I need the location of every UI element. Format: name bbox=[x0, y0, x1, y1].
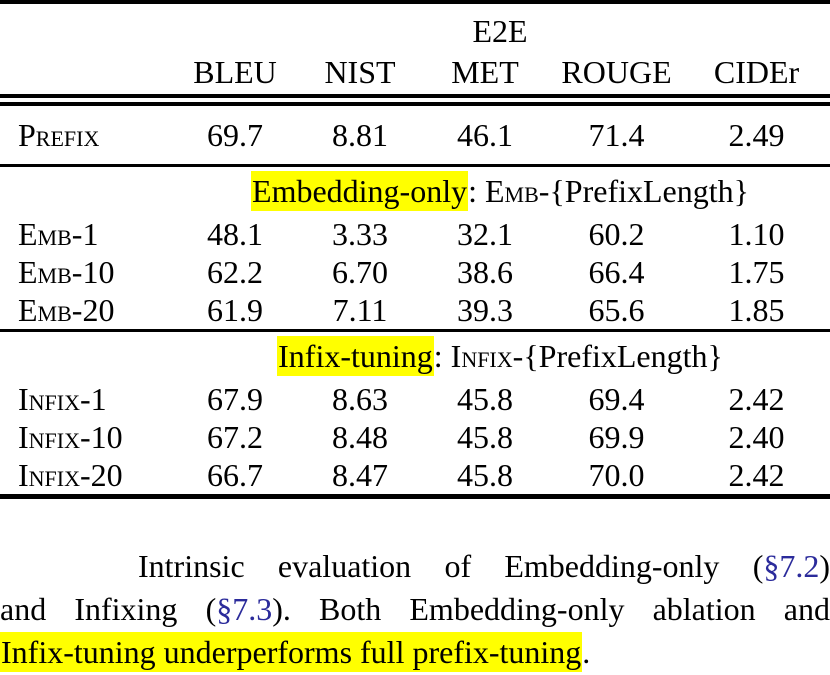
table-row-emb-20: Emb-20 61.9 7.11 39.3 65.6 1.85 bbox=[0, 291, 830, 332]
dataset-group-header: E2E bbox=[472, 13, 528, 49]
column-header-met: MET bbox=[420, 50, 550, 106]
section-title-embedding-only: Embedding-only: Emb-{PrefixLength} bbox=[170, 166, 830, 216]
table-row-column-headers: BLEU NIST MET ROUGE CIDEr bbox=[0, 50, 830, 106]
column-header-rouge: ROUGE bbox=[550, 50, 683, 106]
empty-cell bbox=[0, 331, 170, 381]
caption-line-3: Infix-tuning underperforms full prefix-t… bbox=[0, 631, 830, 674]
table-row-infix-10: Infix-10 67.2 8.48 45.8 69.9 2.40 bbox=[0, 418, 830, 456]
metric-value: 48.1 bbox=[207, 215, 263, 252]
metric-value: 71.4 bbox=[550, 100, 683, 167]
metric-value: 39.3 bbox=[420, 291, 550, 332]
metric-value: 62.2 bbox=[207, 253, 263, 290]
caption-text: . bbox=[582, 634, 591, 670]
metric-value: 2.49 bbox=[683, 100, 830, 167]
row-label: Infix-10 bbox=[18, 418, 123, 455]
metric-value: 2.40 bbox=[728, 418, 785, 455]
table-row-section-embedding-only: Embedding-only: Emb-{PrefixLength} bbox=[0, 166, 830, 216]
metric-value: 8.48 bbox=[332, 418, 388, 455]
metric-value: 69.9 bbox=[588, 418, 645, 455]
caption-text: and Infixing ( bbox=[0, 591, 217, 627]
highlight-embedding-only: Embedding-only bbox=[251, 170, 469, 211]
row-label: Emb-20 bbox=[0, 291, 170, 332]
empty-cell bbox=[0, 166, 170, 216]
metric-value: 69.7 bbox=[170, 100, 300, 167]
caption-line-1: Intrinsic evaluation of Embedding-only (… bbox=[0, 545, 830, 588]
column-header-nist: NIST bbox=[300, 50, 420, 106]
section-title-smallcaps: Emb- bbox=[484, 172, 550, 209]
metric-value: 45.8 bbox=[457, 380, 513, 417]
section-title-separator: : bbox=[468, 172, 485, 209]
column-header-cider: CIDEr bbox=[683, 50, 830, 106]
section-title-separator: : bbox=[433, 337, 451, 374]
metric-value: 38.6 bbox=[457, 253, 513, 290]
table-row-prefix: Prefix 69.7 8.81 46.1 71.4 2.49 bbox=[0, 100, 830, 167]
metric-value: 65.6 bbox=[550, 291, 683, 332]
caption-line-2: and Infixing (§7.3). Both Embedding-only… bbox=[0, 588, 830, 631]
row-label: Infix-1 bbox=[18, 380, 107, 417]
metric-value: 6.70 bbox=[332, 253, 388, 290]
table-row-infix-20: Infix-20 66.7 8.47 45.8 70.0 2.42 bbox=[0, 456, 830, 499]
metric-value: 45.8 bbox=[457, 418, 513, 455]
metric-value: 7.11 bbox=[300, 291, 420, 332]
section-ref-7-3-link[interactable]: §7.3 bbox=[216, 591, 273, 627]
table-row-group-header: E2E bbox=[0, 2, 830, 50]
metric-value: 66.4 bbox=[588, 253, 645, 290]
section-title-smallcaps: Infix- bbox=[450, 337, 524, 374]
metric-value: 2.42 bbox=[683, 456, 830, 499]
section-title-infix-tuning: Infix-tuning: Infix-{PrefixLength} bbox=[170, 331, 830, 381]
empty-cell bbox=[0, 2, 170, 50]
caption-text: ). Both Embedding-only ablation and bbox=[272, 591, 830, 627]
metric-value: 8.81 bbox=[300, 100, 420, 167]
row-label: Emb-10 bbox=[18, 253, 115, 290]
section-title-rest: {PrefixLength} bbox=[549, 172, 749, 209]
metric-value: 69.4 bbox=[588, 380, 645, 417]
caption-text: ) bbox=[819, 548, 830, 584]
row-label: Infix-20 bbox=[0, 456, 170, 499]
row-label: Prefix bbox=[0, 100, 170, 167]
metric-value: 67.9 bbox=[207, 380, 263, 417]
section-ref-7-2-link[interactable]: §7.2 bbox=[763, 548, 820, 584]
table-row-infix-1: Infix-1 67.9 8.63 45.8 69.4 2.42 bbox=[0, 380, 830, 418]
metric-value: 70.0 bbox=[550, 456, 683, 499]
table-row-emb-1: Emb-1 48.1 3.33 32.1 60.2 1.10 bbox=[0, 215, 830, 253]
metric-value: 1.85 bbox=[683, 291, 830, 332]
table-row-section-infix-tuning: Infix-tuning: Infix-{PrefixLength} bbox=[0, 331, 830, 381]
metric-value: 61.9 bbox=[170, 291, 300, 332]
table-caption: Intrinsic evaluation of Embedding-only (… bbox=[0, 545, 830, 674]
highlight-underperforms-claim: Infix-tuning underperforms full prefix-t… bbox=[0, 632, 583, 672]
highlight-infix-tuning: Infix-tuning bbox=[277, 335, 434, 376]
metric-value: 46.1 bbox=[420, 100, 550, 167]
table-row-emb-10: Emb-10 62.2 6.70 38.6 66.4 1.75 bbox=[0, 253, 830, 291]
metric-value: 1.10 bbox=[728, 215, 785, 252]
metric-value: 2.42 bbox=[728, 380, 785, 417]
column-header-bleu: BLEU bbox=[170, 50, 300, 106]
metric-value: 32.1 bbox=[457, 215, 513, 252]
metric-value: 1.75 bbox=[728, 253, 785, 290]
metric-value: 67.2 bbox=[207, 418, 263, 455]
section-title-rest: {PrefixLength} bbox=[523, 337, 723, 374]
metric-value: 8.47 bbox=[300, 456, 420, 499]
metric-value: 60.2 bbox=[588, 215, 645, 252]
results-table: E2E BLEU NIST MET ROUGE CIDEr Prefix 69.… bbox=[0, 0, 830, 499]
metric-value: 8.63 bbox=[332, 380, 388, 417]
caption-text: Intrinsic evaluation of Embedding-only ( bbox=[138, 548, 764, 584]
metric-value: 3.33 bbox=[332, 215, 388, 252]
row-label: Emb-1 bbox=[18, 215, 99, 252]
metric-value: 45.8 bbox=[420, 456, 550, 499]
metric-value: 66.7 bbox=[170, 456, 300, 499]
empty-cell bbox=[0, 50, 170, 106]
